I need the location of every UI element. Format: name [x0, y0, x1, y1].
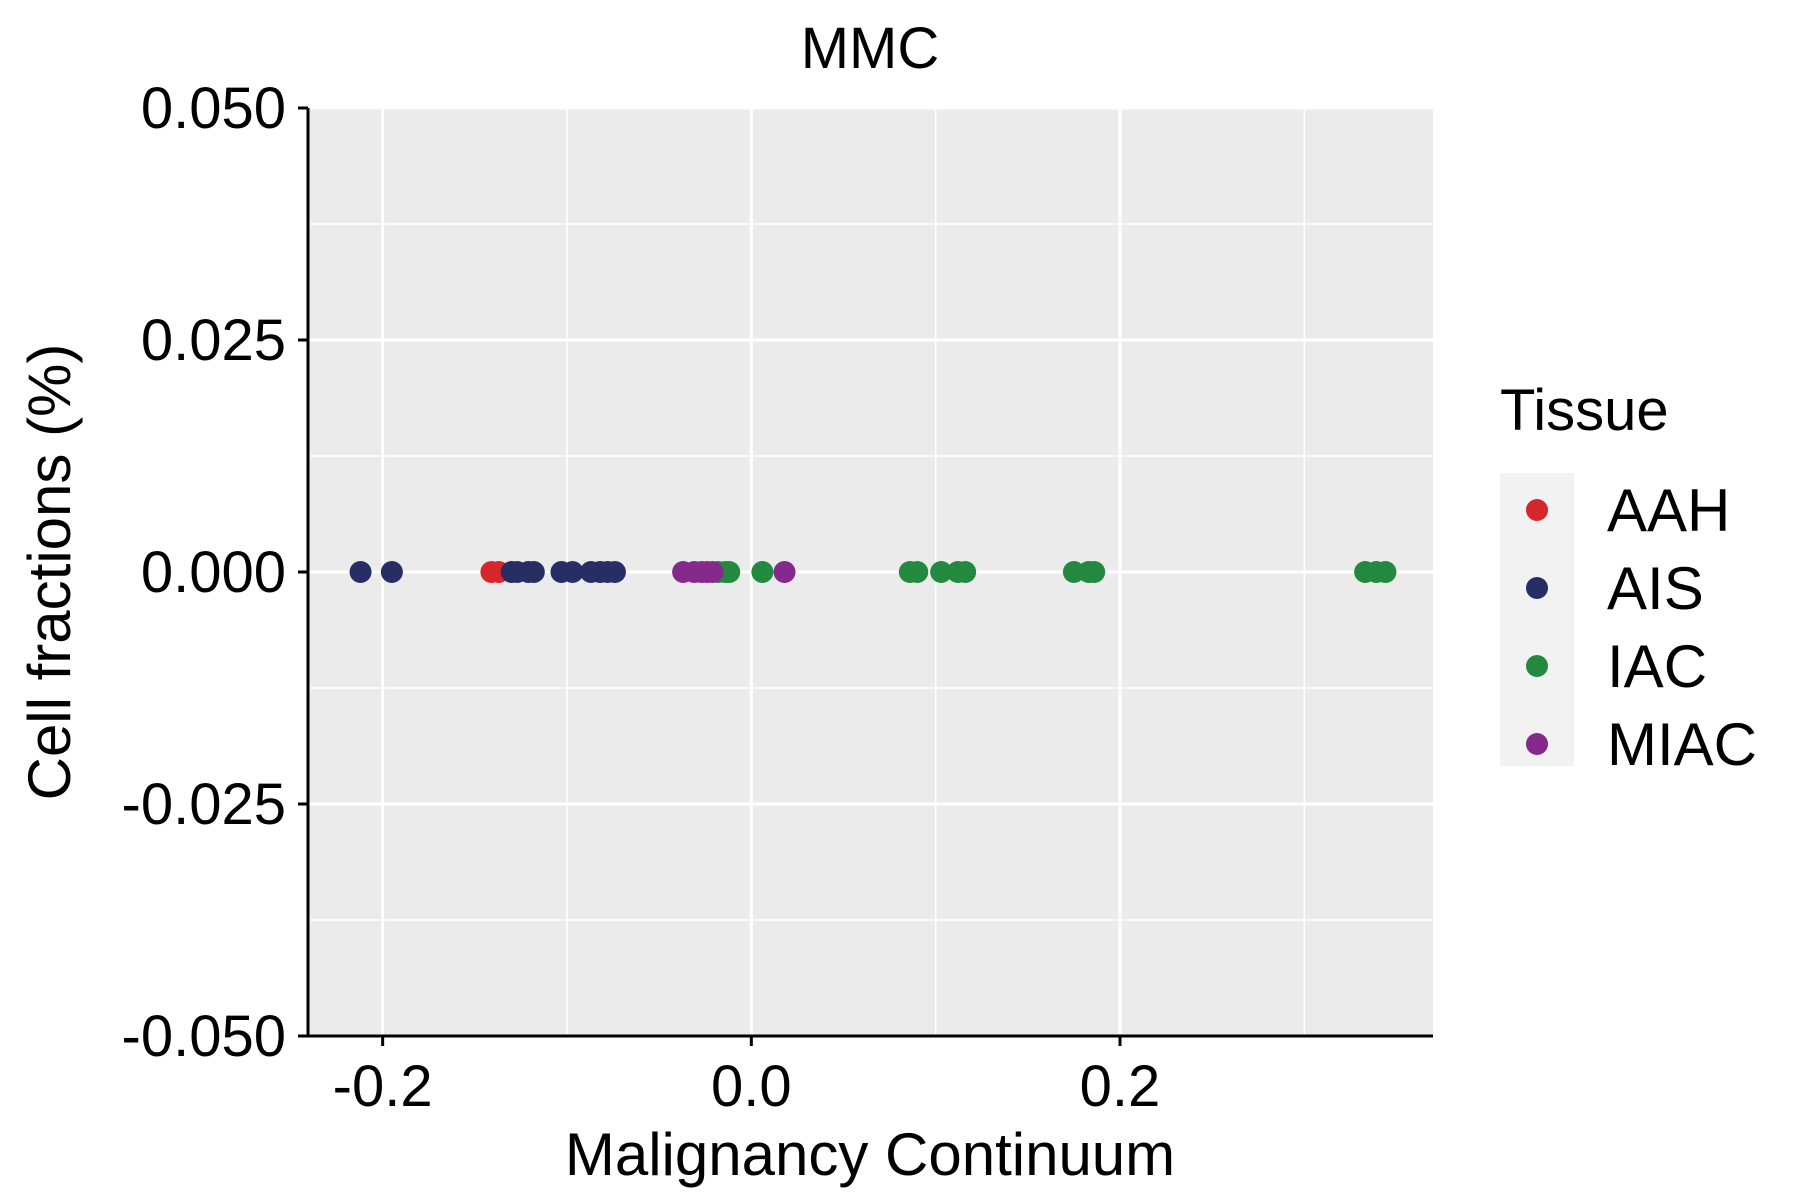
legend-label-miac: MIAC — [1607, 711, 1757, 778]
point-iac — [930, 561, 953, 583]
y-axis-ticks: -0.050 -0.025 0.000 0.025 0.050 — [122, 76, 308, 1069]
point-ais — [561, 561, 584, 583]
legend-key-background — [1500, 473, 1574, 766]
x-tick-label: -0.2 — [333, 1054, 433, 1119]
y-tick-label: -0.050 — [122, 1004, 286, 1069]
y-axis-label: Cell fractions (%) — [16, 344, 83, 801]
legend-key-ais — [1526, 577, 1548, 599]
legend-key-aah — [1526, 499, 1548, 521]
point-iac — [906, 561, 929, 583]
legend: Tissue AAH AIS IAC MIAC — [1500, 378, 1757, 778]
point-ais — [522, 561, 545, 583]
point-miac — [773, 561, 796, 583]
point-iac — [1374, 561, 1397, 583]
legend-label-iac: IAC — [1607, 633, 1707, 700]
legend-label-ais: AIS — [1607, 555, 1704, 622]
point-ais — [349, 561, 372, 583]
x-tick-label: 0.0 — [711, 1054, 792, 1119]
point-iac — [751, 561, 774, 583]
legend-key-iac — [1526, 655, 1548, 677]
y-tick-label: 0.050 — [141, 76, 286, 141]
point-iac — [1083, 561, 1106, 583]
y-tick-label: 0.025 — [141, 308, 286, 373]
x-axis-ticks: -0.2 0.0 0.2 — [333, 1036, 1161, 1119]
x-axis-label: Malignancy Continuum — [565, 1121, 1175, 1188]
chart-title: MMC — [801, 16, 940, 81]
data-points — [349, 561, 1397, 583]
point-iac — [954, 561, 977, 583]
x-tick-label: 0.2 — [1080, 1054, 1161, 1119]
legend-label-aah: AAH — [1607, 477, 1730, 544]
y-tick-label: 0.000 — [141, 540, 286, 605]
legend-key-miac — [1526, 733, 1548, 755]
point-ais — [380, 561, 403, 583]
point-miac — [701, 561, 724, 583]
y-tick-label: -0.025 — [122, 772, 286, 837]
point-iac — [718, 561, 741, 583]
point-ais — [603, 561, 626, 583]
legend-title: Tissue — [1500, 378, 1669, 443]
